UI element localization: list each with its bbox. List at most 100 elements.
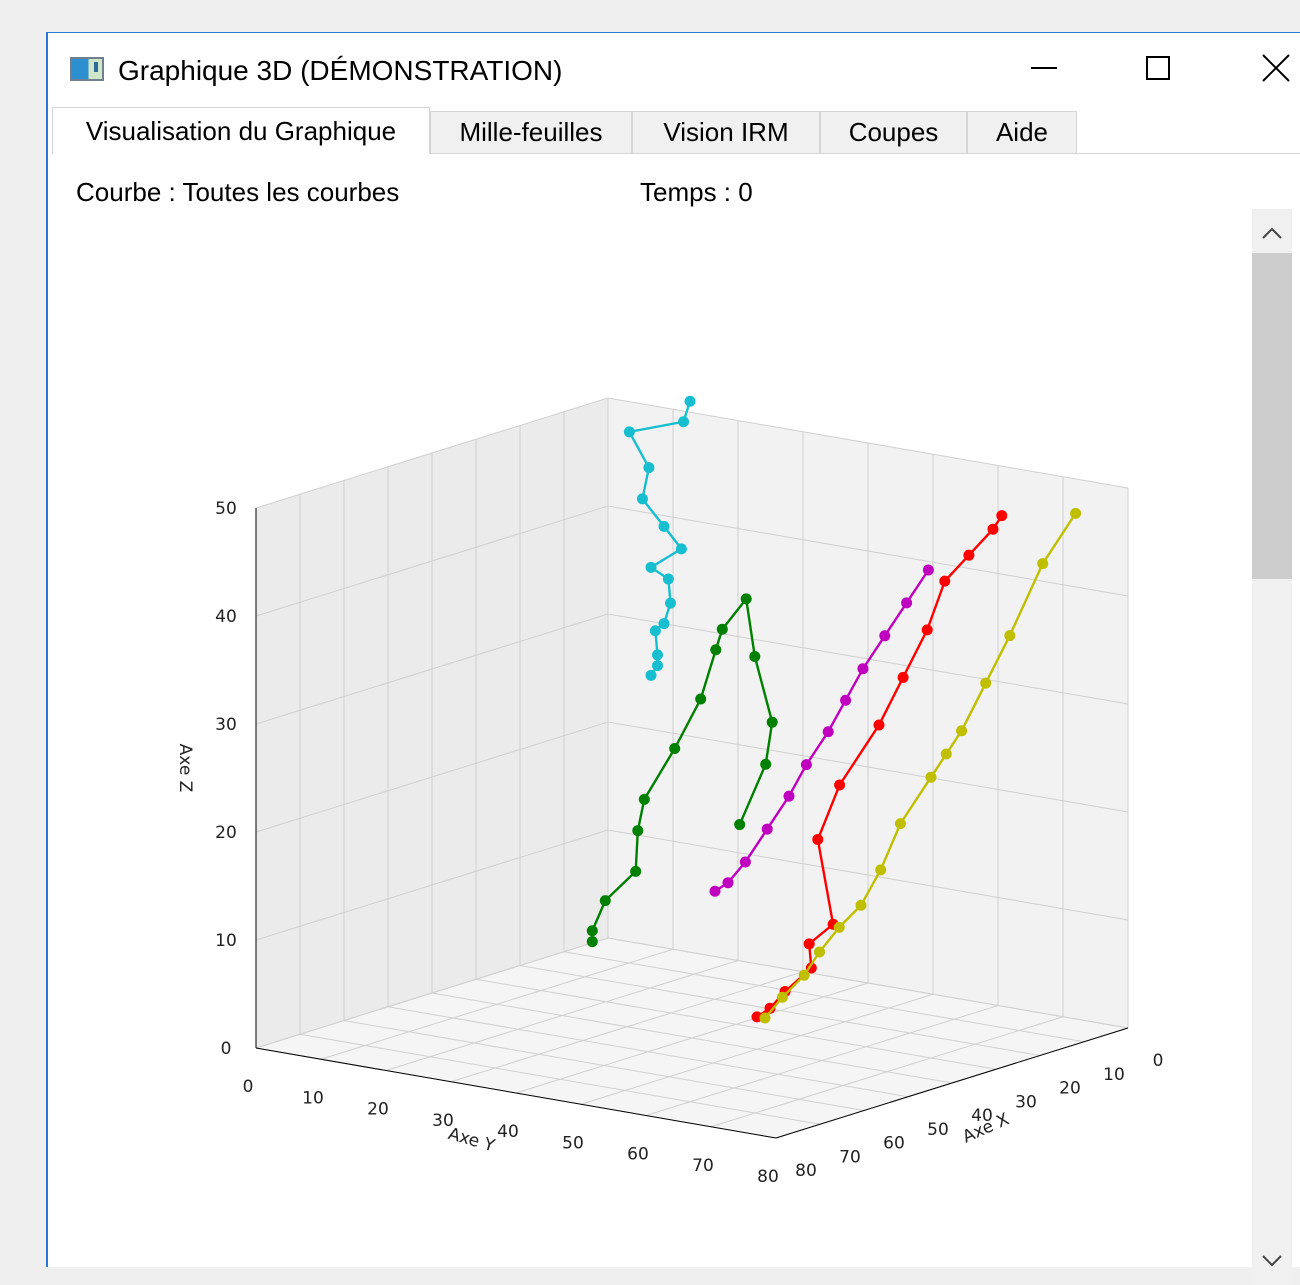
data-point <box>652 649 663 661</box>
data-point <box>925 771 937 783</box>
tick-label-y: 70 <box>692 1156 714 1176</box>
tick-label-y: 50 <box>562 1133 584 1153</box>
data-point <box>678 416 689 428</box>
axis-label-z: Axe Z <box>175 744 195 793</box>
data-point <box>665 597 676 609</box>
data-point <box>822 726 834 738</box>
axis-label-y: Axe Y <box>446 1124 498 1156</box>
data-point <box>987 523 999 535</box>
data-point <box>996 510 1008 522</box>
data-point <box>734 819 746 831</box>
data-point <box>649 625 661 637</box>
data-point <box>643 462 655 474</box>
tick-label-y: 80 <box>757 1167 779 1187</box>
chevron-up-icon <box>1262 227 1282 239</box>
grid-line-floor-y <box>515 982 869 1094</box>
axis-line-y <box>255 1047 777 1139</box>
data-point <box>897 671 909 683</box>
window-title: Graphique 3D (DÉMONSTRATION) <box>118 55 563 86</box>
tab-coupes[interactable]: Coupes <box>820 111 967 153</box>
data-point <box>630 865 642 877</box>
tick-label-y: 40 <box>497 1122 519 1142</box>
data-point <box>766 716 778 728</box>
data-point <box>658 618 670 630</box>
tick-label-z: 0 <box>221 1039 232 1059</box>
tab-mille-feuilles[interactable]: Mille-feuilles <box>430 111 632 153</box>
data-point <box>722 877 734 889</box>
app-window: Graphique 3D (DÉMONSTRATION) Visualisati… <box>46 32 1300 1285</box>
data-point <box>875 864 887 876</box>
grid-line-wall-z-right <box>607 721 1129 813</box>
scroll-up-button[interactable] <box>1252 213 1292 253</box>
tick-label-x: 40 <box>971 1106 993 1126</box>
tick-label-x: 30 <box>1015 1092 1037 1112</box>
tab-vision-irm[interactable]: Vision IRM <box>632 111 820 153</box>
tick-label-y: 60 <box>627 1145 649 1165</box>
tick-label-z: 40 <box>215 607 237 627</box>
close-icon <box>1262 54 1290 82</box>
chevron-down-icon <box>1262 1255 1282 1267</box>
tick-label-z: 50 <box>215 499 237 519</box>
scroll-thumb[interactable] <box>1252 253 1292 579</box>
close-button[interactable] <box>1248 43 1300 93</box>
data-point <box>939 575 951 587</box>
grid-line-wall-z-left <box>255 397 609 509</box>
vertical-scrollbar-inner[interactable] <box>1252 209 1292 1285</box>
data-point <box>645 561 657 573</box>
time-label: Temps : 0 <box>640 177 753 207</box>
grid-line-wall-z-left <box>255 829 609 941</box>
data-point <box>1037 558 1049 570</box>
data-point <box>716 623 728 635</box>
grid-line-wall-z-left <box>255 721 609 833</box>
grid-line-wall-z-right <box>607 937 1129 1029</box>
data-point <box>1004 630 1016 642</box>
tick-label-x: 70 <box>839 1147 861 1167</box>
data-point <box>761 823 773 835</box>
data-point <box>695 693 707 705</box>
axis-line-x <box>775 1027 1129 1139</box>
tick-label-x: 60 <box>883 1134 905 1154</box>
grid-line-floor-y <box>450 971 804 1083</box>
data-point <box>760 758 772 770</box>
plot-3d[interactable]: 0 10 20 30 40 50 60 70 80 0 10 20 30 40 50 60 70 80 0 10 20 3… <box>108 393 1168 1193</box>
data-point <box>956 725 968 737</box>
grid-line-floor-y <box>710 1016 1064 1128</box>
data-point <box>834 779 846 791</box>
data-point <box>879 630 891 642</box>
minimize-button[interactable] <box>1016 43 1072 93</box>
data-point <box>710 644 722 656</box>
data-point <box>764 1002 776 1014</box>
data-point <box>749 651 761 662</box>
data-point <box>759 1012 771 1024</box>
data-point <box>739 856 751 868</box>
data-point <box>599 895 611 907</box>
tab-visualisation[interactable]: Visualisation du Graphique <box>52 107 430 154</box>
data-point <box>1070 507 1082 519</box>
data-point <box>623 426 635 438</box>
maximize-icon <box>1146 56 1170 80</box>
maximize-button[interactable] <box>1130 43 1186 93</box>
data-point <box>709 885 721 897</box>
data-point <box>873 719 885 731</box>
data-point <box>840 694 852 706</box>
data-point <box>586 925 598 937</box>
data-point <box>798 969 810 981</box>
data-point <box>776 991 788 1003</box>
minimize-icon <box>1031 67 1057 69</box>
tab-aide[interactable]: Aide <box>967 111 1077 153</box>
data-point <box>638 793 650 805</box>
tick-label-z: 20 <box>215 823 237 843</box>
data-point <box>740 593 752 605</box>
tick-label-y: 0 <box>243 1077 254 1097</box>
data-point <box>632 825 644 837</box>
grid-line-floor-y <box>385 960 739 1071</box>
tick-label-z: 10 <box>215 931 237 951</box>
title-bar[interactable]: Graphique 3D (DÉMONSTRATION) <box>48 33 1300 107</box>
data-point <box>684 395 696 407</box>
tick-label-x: 80 <box>795 1161 817 1181</box>
grid-line-wall-z-left <box>255 937 609 1049</box>
data-point <box>658 520 670 532</box>
grid-line-wall-z-right <box>607 505 1129 597</box>
scroll-down-button[interactable] <box>1252 1241 1292 1281</box>
grid-line-floor-y <box>645 1005 999 1116</box>
